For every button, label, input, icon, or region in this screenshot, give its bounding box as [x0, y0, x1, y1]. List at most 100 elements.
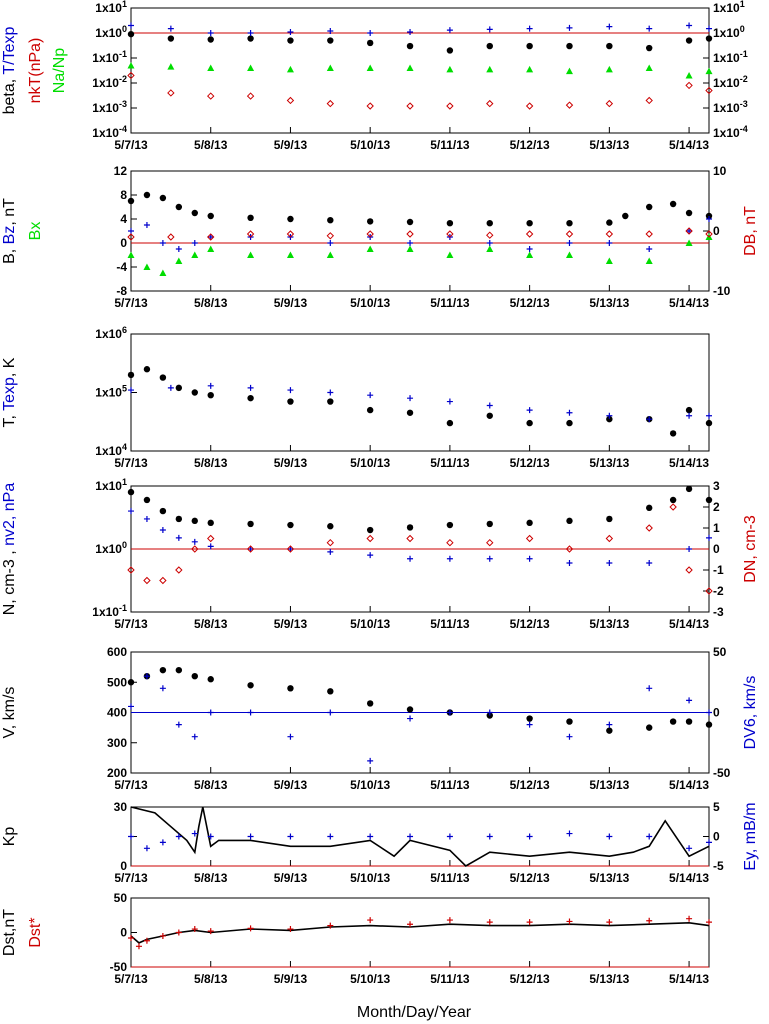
data-point	[159, 194, 167, 202]
y-tick-label: 300	[107, 736, 127, 750]
data-point	[706, 534, 712, 541]
x-tick-label: 5/11/13	[430, 138, 470, 152]
data-point	[327, 922, 334, 929]
data-point	[191, 926, 198, 933]
data-point	[486, 42, 493, 50]
data-point	[286, 230, 295, 238]
data-point	[605, 65, 613, 73]
data-point	[367, 552, 374, 559]
data-point	[446, 419, 454, 427]
data-point	[606, 515, 613, 523]
data-point	[407, 833, 414, 840]
data-point	[207, 543, 214, 550]
x-tick-label: 5/8/13	[194, 456, 228, 470]
data-point	[646, 25, 653, 32]
y-tick-label: -8	[116, 284, 127, 298]
data-point	[706, 412, 712, 419]
data-point	[669, 200, 677, 208]
y-tick-label: 4	[120, 212, 127, 226]
x-tick-label: 5/7/13	[114, 617, 148, 631]
data-point	[705, 86, 713, 95]
data-point	[406, 534, 414, 543]
x-tick-label: 5/8/13	[194, 778, 228, 792]
data-point	[526, 42, 533, 50]
x-tick-label: 5/8/13	[194, 296, 228, 310]
data-point	[143, 673, 150, 680]
data-point	[175, 384, 183, 392]
data-point	[143, 191, 151, 199]
data-point	[247, 925, 254, 932]
data-point	[646, 685, 653, 692]
data-point	[685, 209, 693, 217]
data-point	[486, 555, 493, 562]
data-point	[128, 703, 134, 710]
y-axis-label-3: Na/Np	[51, 48, 68, 93]
y2-axis-label: DN, cm-3	[742, 515, 759, 583]
y-tick-label: 500	[107, 675, 127, 689]
y-tick-label: 1x100	[95, 24, 127, 40]
x-tick-label: 5/9/13	[274, 456, 308, 470]
data-point	[705, 67, 713, 75]
data-point	[525, 102, 534, 110]
data-point	[159, 374, 167, 381]
x-tick-label: 5/11/13	[430, 871, 470, 885]
y-tick-label: 1x101	[95, 477, 127, 493]
y-tick-label: 200	[107, 766, 127, 780]
panel-2: -8 -4 0 4 8 12 -10 0 10 5/7/13 5/8/13 5/9/13 5/10/13…	[1, 164, 759, 310]
data-point	[247, 35, 254, 42]
x-tick-label: 5/9/13	[274, 778, 308, 792]
x-axis-title: Month/Day/Year	[357, 1004, 472, 1021]
data-point	[207, 382, 214, 389]
data-point	[646, 203, 653, 211]
data-point	[287, 398, 294, 405]
y-axis-label: B, Bz, nT	[1, 198, 18, 264]
data-point	[686, 228, 693, 234]
data-point	[191, 545, 199, 553]
data-point	[366, 39, 374, 47]
data-point	[605, 99, 614, 108]
data-point	[685, 71, 693, 79]
data-point	[486, 833, 493, 840]
x-tick-label: 5/14/13	[669, 456, 709, 470]
data-point	[565, 251, 573, 258]
data-point	[606, 240, 613, 246]
x-tick-label: 5/10/13	[350, 617, 390, 631]
data-point	[526, 25, 533, 32]
data-point	[207, 92, 215, 100]
series-line	[130, 921, 710, 944]
data-point	[127, 71, 135, 80]
data-point	[407, 240, 414, 246]
data-point	[143, 515, 150, 522]
data-point	[287, 521, 294, 529]
x-tick-label: 5/11/13	[430, 456, 470, 470]
data-point	[128, 508, 134, 515]
data-point	[526, 715, 533, 722]
x-tick-label: 5/12/13	[510, 296, 550, 310]
data-point	[566, 733, 573, 740]
x-tick-label: 5/12/13	[510, 138, 550, 152]
data-point	[207, 928, 214, 935]
data-point	[191, 209, 198, 217]
data-point	[175, 833, 182, 840]
data-point	[686, 915, 693, 922]
data-point	[247, 833, 254, 840]
data-point	[127, 233, 135, 241]
data-point	[446, 102, 454, 110]
data-point	[686, 412, 693, 419]
data-point	[646, 559, 653, 566]
panel-frame	[130, 333, 710, 452]
data-point	[446, 917, 453, 924]
data-point	[706, 839, 712, 846]
data-point	[685, 37, 693, 44]
data-point	[191, 251, 199, 258]
x-tick-label: 5/8/13	[194, 972, 228, 986]
data-point	[207, 30, 214, 36]
data-point	[407, 715, 414, 722]
x-tick-label: 5/12/13	[510, 456, 550, 470]
data-point	[287, 215, 294, 223]
data-point	[606, 833, 613, 840]
data-point	[127, 251, 135, 258]
x-tick-label: 5/10/13	[350, 296, 390, 310]
data-point	[191, 389, 198, 396]
data-point	[685, 227, 693, 235]
